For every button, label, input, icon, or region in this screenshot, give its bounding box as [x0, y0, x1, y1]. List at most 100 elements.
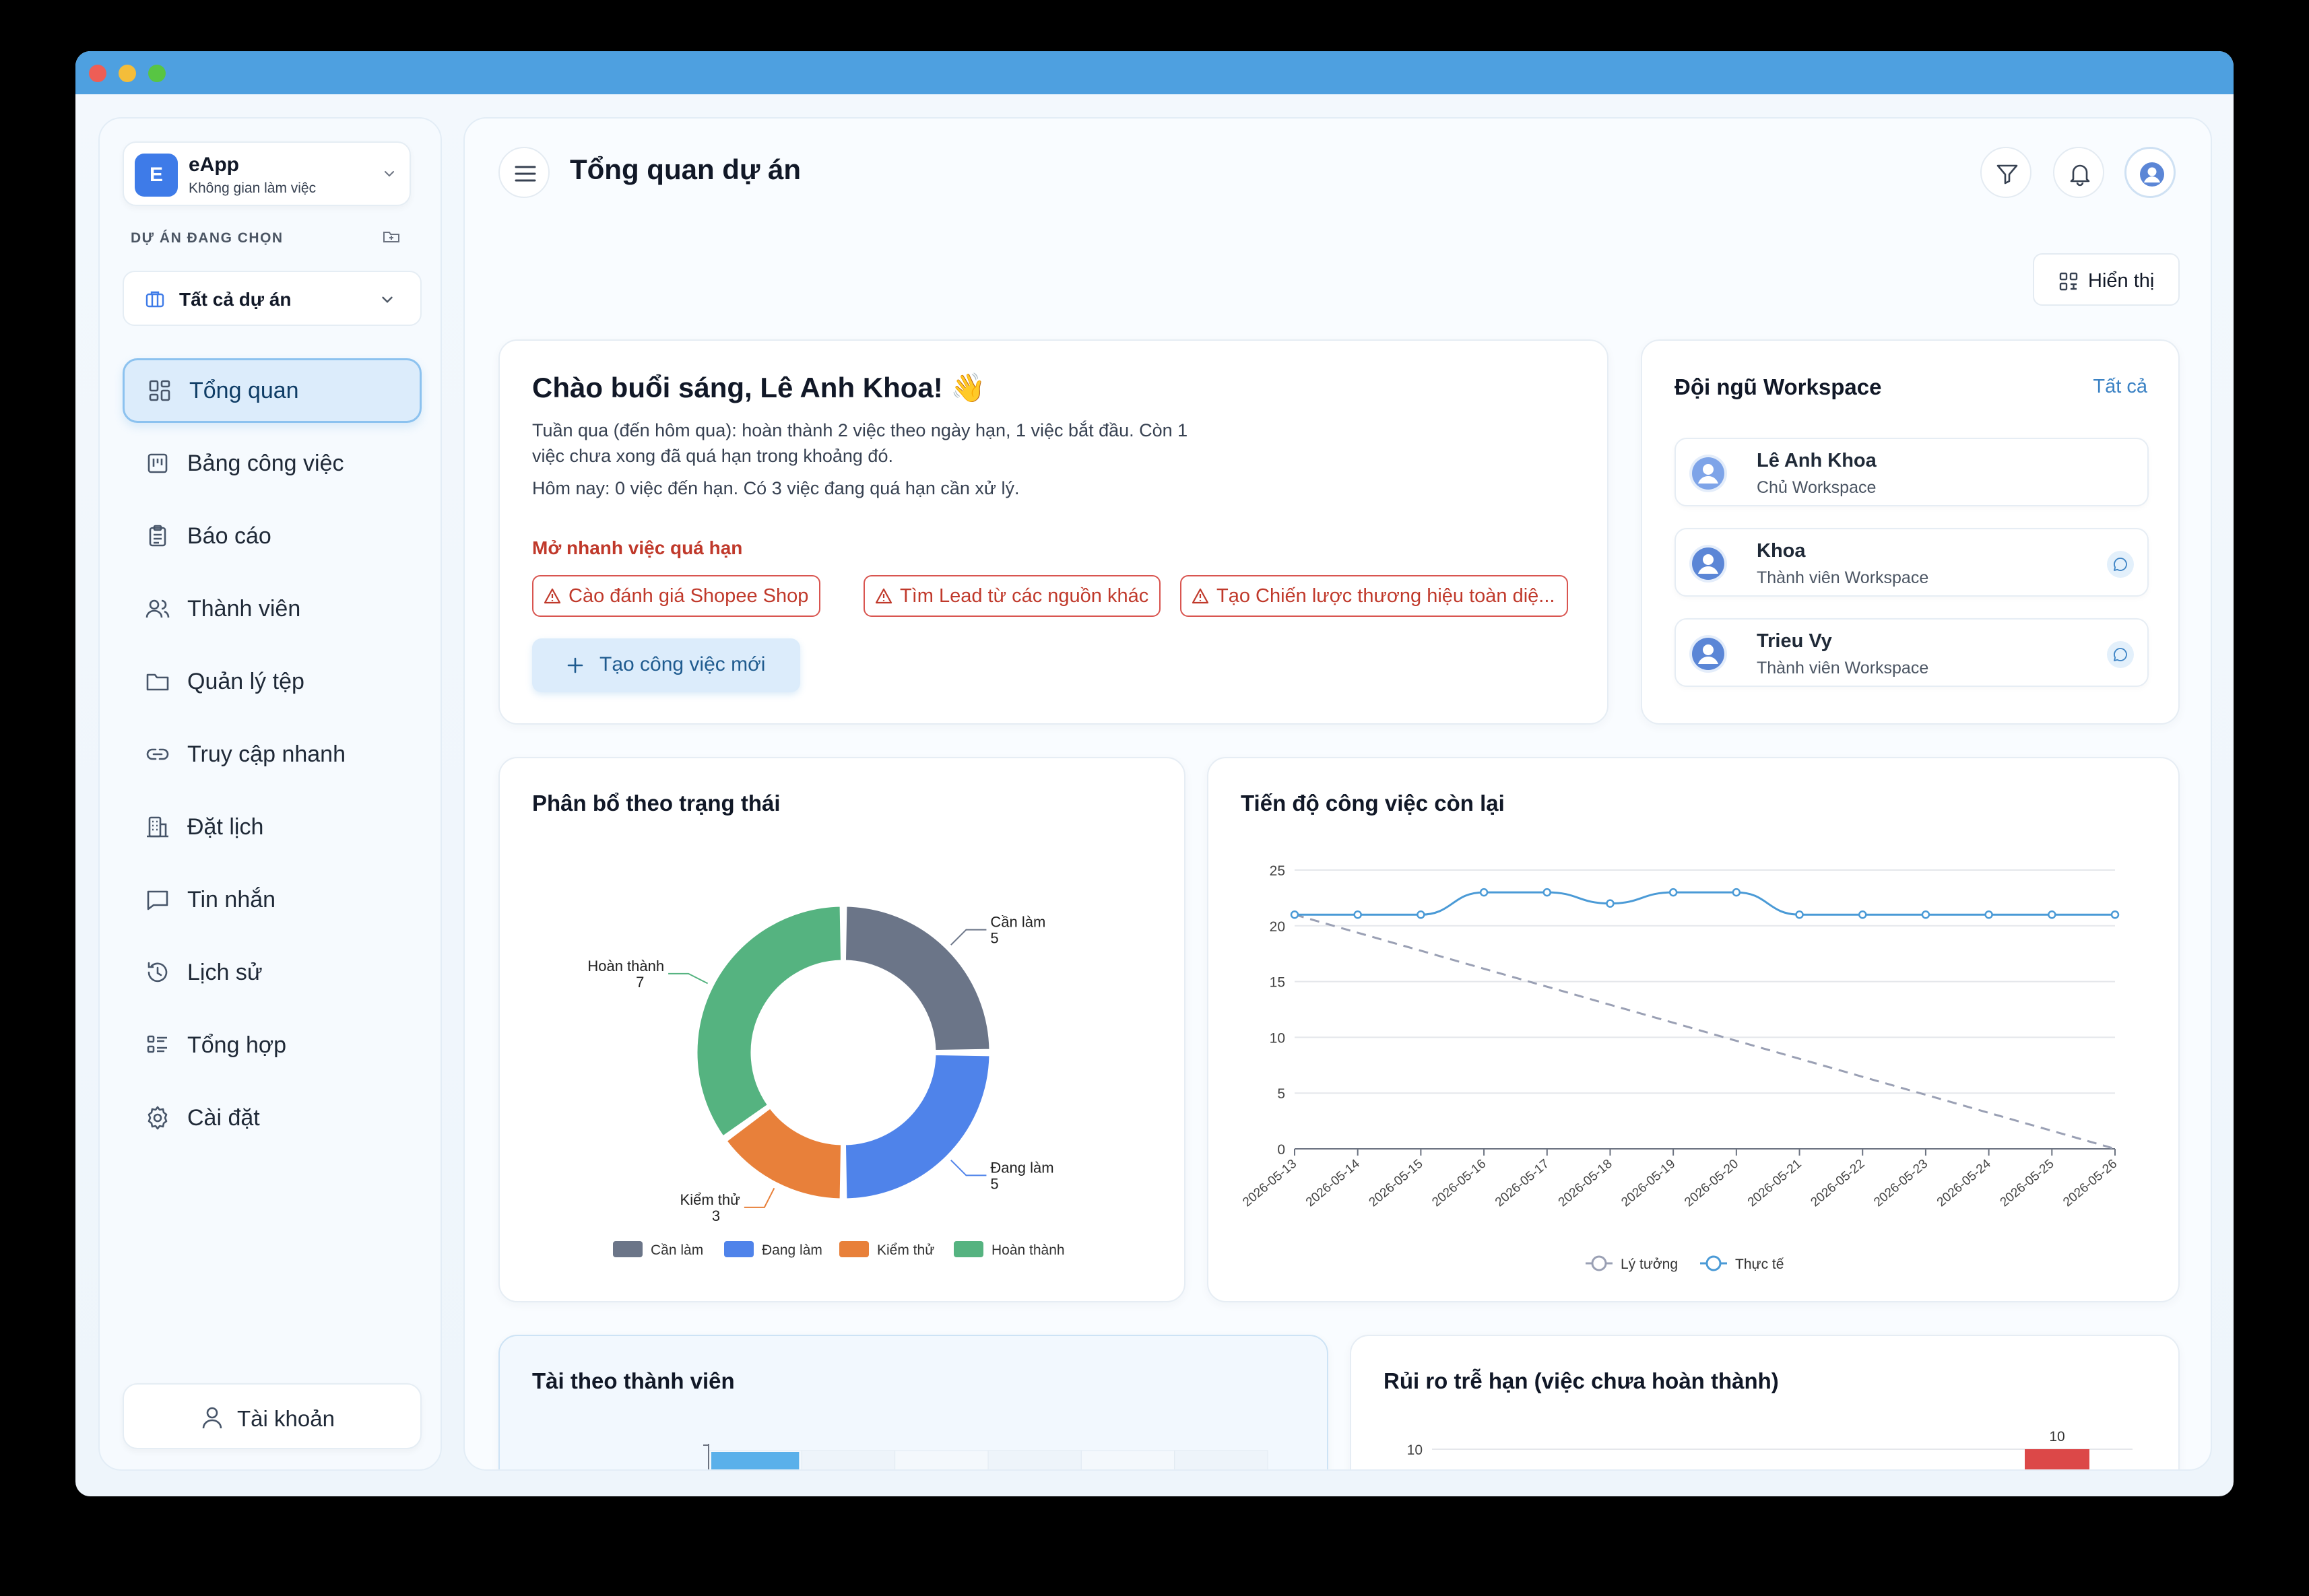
legend-label: Lý tưởng: [1621, 1257, 1678, 1272]
overdue-task-label: Tạo Chiến lược thương hiệu toàn diệ...: [1216, 585, 1555, 607]
member-load-chart: [703, 1444, 1268, 1469]
avatar-icon: [1692, 638, 1724, 670]
workspace-switcher[interactable]: E eApp Không gian làm việc: [123, 141, 411, 206]
notifications-button[interactable]: [2053, 147, 2104, 198]
chevron-down-icon: [382, 296, 393, 303]
overdue-task-chip[interactable]: Tạo Chiến lược thương hiệu toàn diệ...: [1180, 575, 1568, 617]
plus-icon: [567, 657, 583, 673]
data-point: [1732, 888, 1741, 897]
sidebar-item-label: Tin nhắn: [187, 886, 276, 912]
x-tick-label: 2026-05-14: [1303, 1156, 1363, 1209]
list-icon: [147, 1035, 167, 1053]
weekly-summary: Tuần qua (đến hôm qua): hoàn thành 2 việ…: [532, 420, 1188, 466]
overdue-task-chip[interactable]: Tìm Lead từ các nguồn khác: [864, 575, 1161, 617]
y-tick-label: 20: [1270, 919, 1285, 935]
display-options-button[interactable]: Hiển thị: [2033, 253, 2180, 306]
sidebar-item-history[interactable]: Lịch sử: [123, 940, 422, 1005]
avatar: [1689, 455, 1727, 492]
member-row[interactable]: Khoa Thành viên Workspace: [1674, 528, 2149, 597]
x-tick-label: 2026-05-16: [1429, 1157, 1489, 1210]
clipboard-icon: [149, 525, 166, 547]
legend-label: Cần làm: [651, 1242, 703, 1258]
y-tick-label: 25: [1270, 863, 1285, 879]
close-window-button[interactable]: [89, 65, 106, 82]
x-tick-label: 2026-05-21: [1745, 1157, 1804, 1210]
quick-open-label: Mở nhanh việc quá hạn: [532, 537, 743, 558]
data-point: [1984, 910, 1993, 919]
account-button[interactable]: Tài khoản: [123, 1383, 422, 1449]
chart-title: Phân bổ theo trạng thái: [532, 791, 781, 816]
member-role: Thành viên Workspace: [1757, 659, 1929, 677]
data-point: [2048, 910, 2056, 919]
grid-icon: [149, 380, 170, 401]
folder-add-icon[interactable]: [381, 226, 401, 246]
plot-band: [1174, 1450, 1268, 1469]
chart-title: Rủi ro trễ hạn (việc chưa hoàn thành): [1384, 1368, 1779, 1393]
maximize-window-button[interactable]: [148, 65, 166, 82]
menu-toggle-button[interactable]: [498, 147, 550, 198]
sidebar-item-booking[interactable]: Đặt lịch: [123, 795, 422, 859]
filter-button[interactable]: [1980, 147, 2031, 198]
burndown-line-chart: 0 5 10 15 20 25 2026-05-13 2026-05-14 2026-05-15…: [1240, 863, 2120, 1272]
data-point: [1417, 910, 1425, 919]
sidebar-item-label: Tổng hợp: [187, 1032, 287, 1058]
member-name: Lê Anh Khoa: [1757, 450, 1877, 471]
member-row[interactable]: Trieu Vy Thành viên Workspace: [1674, 618, 2149, 687]
series-line-ideal: [1294, 913, 2116, 1150]
chat-button[interactable]: [2107, 641, 2134, 668]
member-row[interactable]: Lê Anh Khoa Chủ Workspace: [1674, 438, 2149, 506]
sidebar-item-label: Thành viên: [187, 595, 301, 622]
today-summary: Hôm nay: 0 việc đến hạn. Có 3 việc đang …: [532, 478, 1020, 498]
leader-line: [950, 1160, 987, 1176]
x-tick-label: 2026-05-23: [1871, 1157, 1930, 1210]
x-tick-label: 2026-05-18: [1556, 1157, 1615, 1210]
plot-band: [987, 1450, 1082, 1469]
title-bar: [75, 51, 2234, 94]
view-all-link[interactable]: Tất cả: [2093, 376, 2147, 397]
sidebar-item-label: Lịch sử: [187, 959, 263, 985]
project-select-value: Tất cả dự án: [179, 289, 292, 310]
project-select[interactable]: Tất cả dự án: [123, 271, 422, 326]
overdue-task-chip[interactable]: Cào đánh giá Shopee Shop: [532, 575, 821, 617]
legend-label: Thực tế: [1735, 1257, 1784, 1272]
grid-icon: [2059, 272, 2078, 291]
briefcase-icon: [145, 291, 164, 308]
chart-title: Tài theo thành viên: [532, 1368, 735, 1393]
create-task-button[interactable]: Tạo công việc mới: [532, 638, 800, 692]
warning-icon: [544, 588, 561, 604]
sidebar-item-task-board[interactable]: Bảng công việc: [123, 431, 422, 496]
workspace-name: eApp: [189, 154, 239, 176]
x-tick-label: 2026-05-17: [1493, 1157, 1552, 1210]
create-task-label: Tạo công việc mới: [599, 653, 766, 675]
sidebar-item-quick-access[interactable]: Truy cập nhanh: [123, 722, 422, 787]
member-role: Thành viên Workspace: [1757, 568, 1929, 587]
workspace-logo: E: [135, 154, 178, 197]
chat-button[interactable]: [2107, 551, 2134, 578]
hamburger-icon: [515, 166, 536, 182]
sidebar-item-label: Đặt lịch: [187, 813, 264, 840]
sidebar-item-settings[interactable]: Cài đặt: [123, 1086, 422, 1150]
chat-icon: [2114, 558, 2127, 571]
sidebar-item-members[interactable]: Thành viên: [123, 576, 422, 641]
sidebar-item-summary[interactable]: Tổng hợp: [123, 1013, 422, 1077]
sidebar-item-overview[interactable]: Tổng quan: [123, 358, 422, 423]
sidebar-item-label: Cài đặt: [187, 1104, 260, 1131]
slice-value: 5: [990, 930, 998, 947]
leader-line: [950, 929, 987, 945]
gear-icon: [148, 1106, 168, 1130]
sidebar-nav: Tổng quan Bảng công việc Báo cáo Thành v…: [123, 358, 422, 1158]
overdue-task-label: Tìm Lead từ các nguồn khác: [900, 585, 1149, 607]
sidebar-item-reports[interactable]: Báo cáo: [123, 504, 422, 568]
account-label: Tài khoản: [237, 1406, 335, 1431]
user-avatar-button[interactable]: [2124, 147, 2176, 198]
team-card: Đội ngũ Workspace Tất cả Lê Anh Khoa Chủ…: [1641, 339, 2180, 725]
greeting-title: Chào buổi sáng, Lê Anh Khoa! 👋: [532, 372, 986, 403]
sidebar-item-messages[interactable]: Tin nhắn: [123, 867, 422, 932]
slice-value: 5: [990, 1175, 998, 1192]
team-title: Đội ngũ Workspace: [1674, 374, 1882, 399]
legend-label: Kiểm thử: [877, 1242, 934, 1258]
minimize-window-button[interactable]: [119, 65, 136, 82]
donut-slice: [843, 904, 991, 1053]
sidebar-item-files[interactable]: Quản lý tệp: [123, 649, 422, 714]
